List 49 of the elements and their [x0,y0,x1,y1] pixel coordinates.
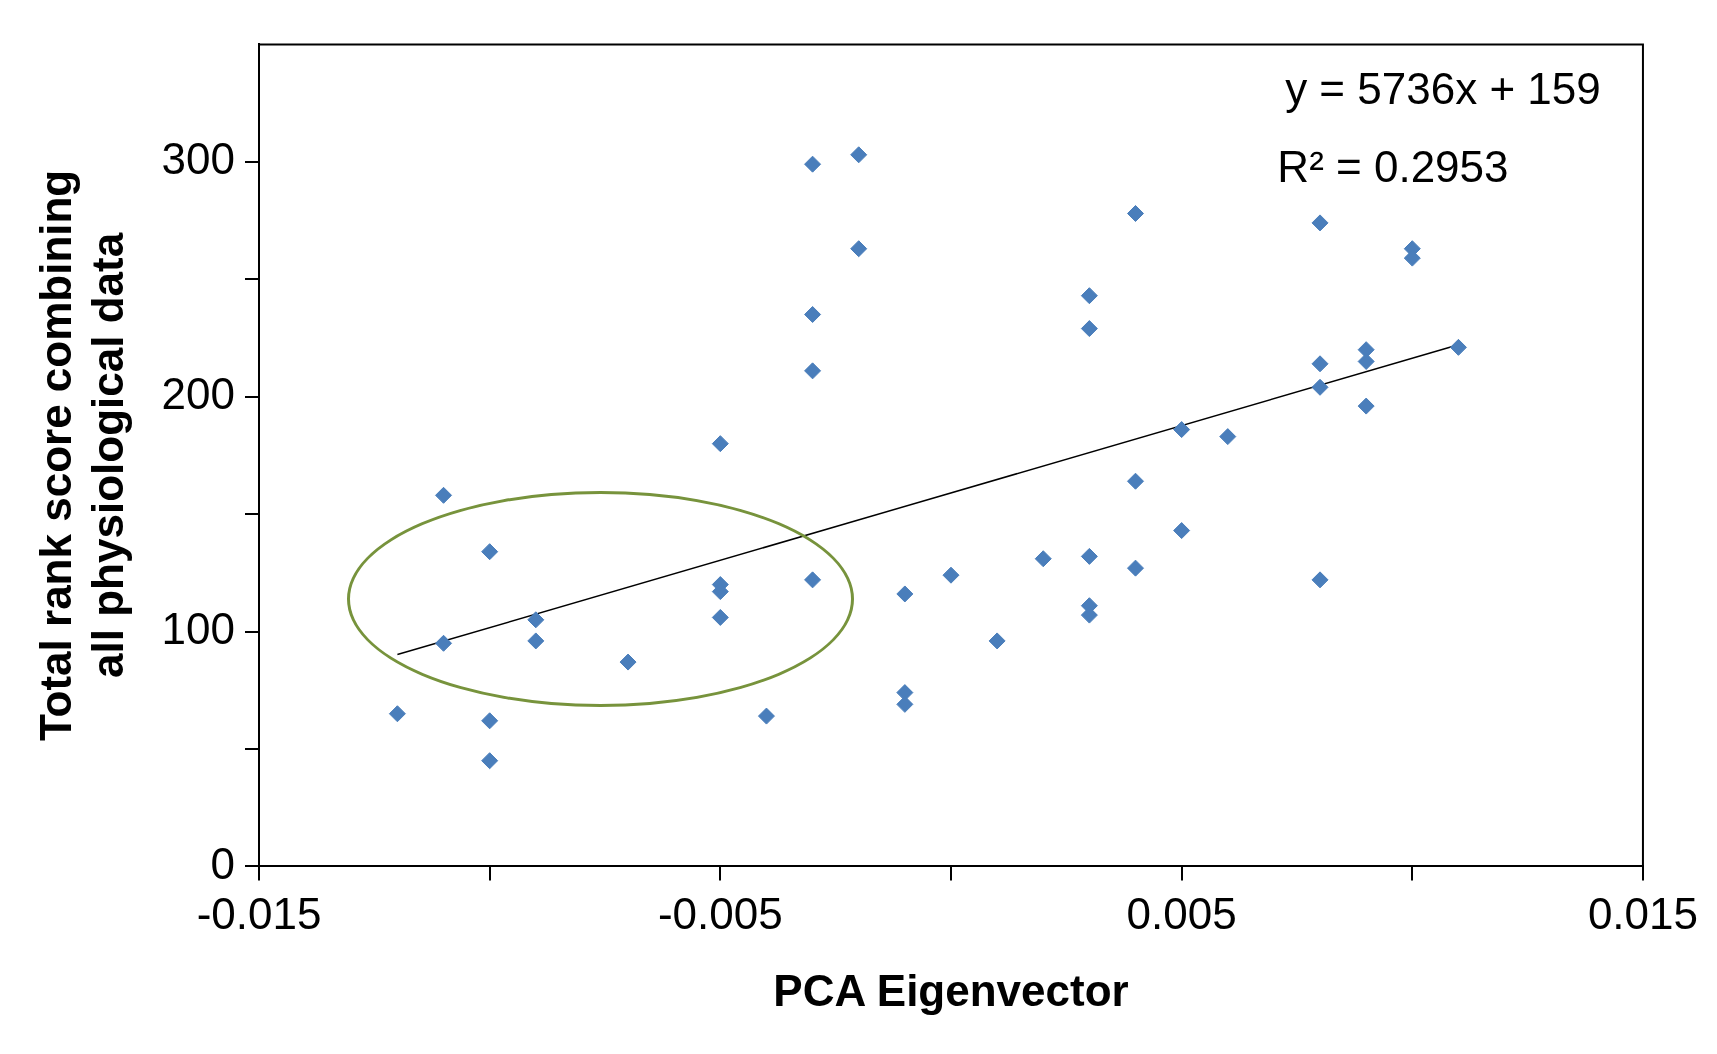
point [1173,421,1191,439]
point [1080,320,1098,338]
point [619,653,637,671]
point [896,585,914,603]
y-tick-label: 0 [210,838,236,888]
point [1127,472,1144,490]
y-axis-title: Total rank score combining all physiological data [30,169,133,742]
x-tick-label: -0.005 [657,888,783,938]
point [804,571,822,589]
point [1173,522,1191,540]
annotation: y = 5736x + 159 [1285,63,1601,113]
x-tick-label: 0.015 [1587,888,1698,938]
x-tick-label: 0.005 [1126,888,1237,938]
point [804,155,822,173]
point [527,611,545,629]
point [1219,428,1237,446]
annotation: R² = 0.2953 [1277,141,1509,191]
x-axis-title: PCA Eigenvector [773,965,1129,1015]
point [1127,559,1144,577]
point [481,543,499,561]
x-tick-label: -0.015 [196,888,322,938]
point [850,146,868,164]
y-tick-label: 200 [161,368,236,418]
point [850,240,868,258]
point [1357,397,1375,415]
point [757,707,775,725]
point [942,566,960,584]
point [1311,355,1329,373]
point [1127,205,1144,222]
point [988,632,1006,650]
point [711,435,729,453]
point [435,634,453,652]
point [1080,547,1098,565]
point [1311,378,1329,396]
y-tick-label: 100 [161,603,236,653]
point [711,608,729,626]
point [804,362,822,380]
point [527,632,545,650]
point [481,752,499,770]
point [435,486,453,504]
point [388,705,406,723]
point [1311,214,1329,232]
y-tick-label: 300 [161,133,236,183]
point [1080,287,1098,305]
point [1034,550,1052,568]
point [481,712,499,730]
point [1449,338,1467,356]
point [1311,571,1329,589]
point [804,305,822,323]
